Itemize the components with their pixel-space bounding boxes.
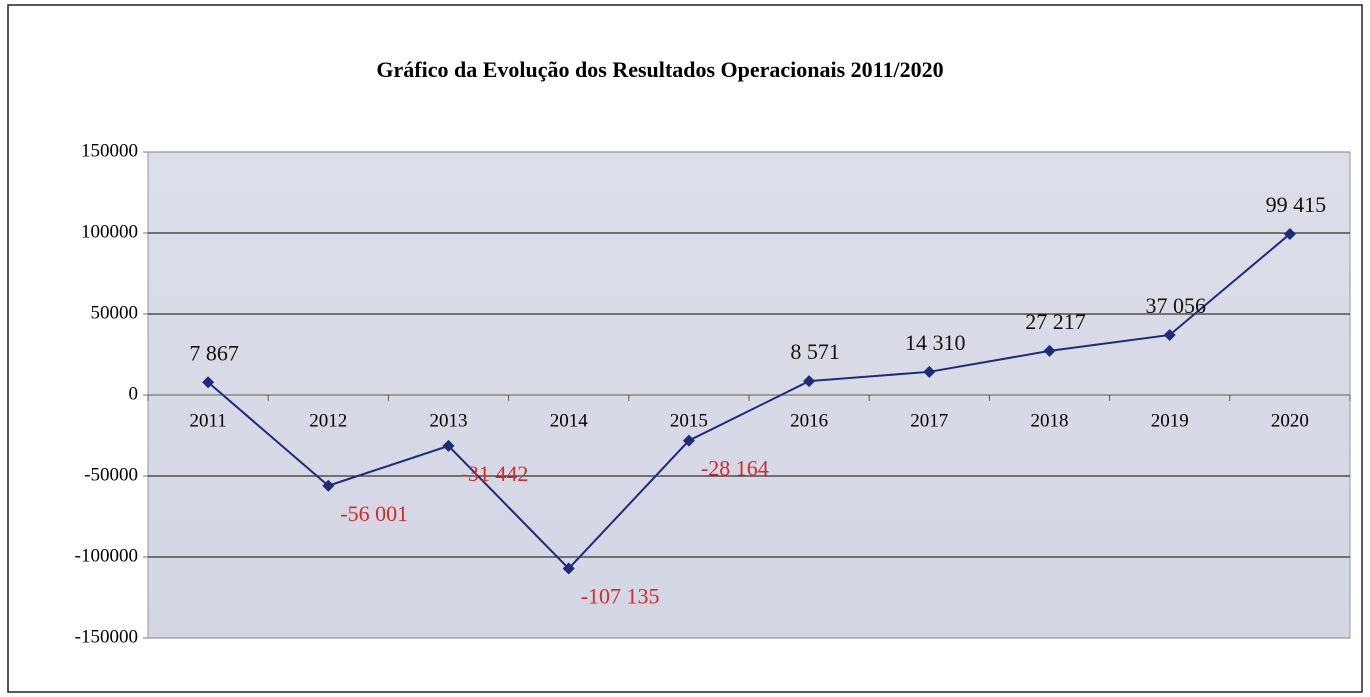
marker (1043, 344, 1056, 357)
y-tick-label: 150000 (81, 140, 138, 161)
marker (682, 434, 695, 447)
marker (562, 562, 575, 575)
value-label: 14 310 (905, 330, 966, 355)
y-tick-label: 100000 (81, 221, 138, 242)
value-label: -28 164 (701, 456, 769, 481)
value-label: -107 135 (581, 584, 660, 609)
marker (442, 439, 455, 452)
x-tick-label: 2015 (670, 410, 708, 431)
value-label: 37 056 (1145, 293, 1206, 318)
value-label: 7 867 (189, 340, 239, 365)
marker (1283, 227, 1296, 240)
x-tick-label: 2016 (790, 410, 828, 431)
x-tick-label: 2012 (309, 410, 347, 431)
x-tick-label: 2019 (1151, 410, 1189, 431)
x-tick-label: 2018 (1031, 410, 1069, 431)
marker (1163, 328, 1176, 341)
y-tick-label: -50000 (84, 464, 138, 485)
x-tick-label: 2017 (910, 410, 948, 431)
marker (322, 479, 335, 492)
value-label: -31 442 (461, 461, 529, 486)
y-tick-label: -150000 (75, 626, 138, 647)
value-label: 8 571 (790, 339, 840, 364)
x-tick-label: 2014 (550, 410, 589, 431)
y-tick-label: 50000 (91, 302, 139, 323)
y-tick-label: -100000 (75, 545, 138, 566)
x-tick-label: 2011 (189, 410, 226, 431)
line (207, 233, 1291, 571)
x-tick-label: 2013 (430, 410, 468, 431)
marker (923, 365, 936, 378)
marker (202, 376, 215, 389)
value-label: -56 001 (340, 501, 408, 526)
chart-title: Gráfico da Evolução dos Resultados Opera… (376, 57, 943, 82)
value-label: 27 217 (1025, 309, 1086, 334)
y-tick-label: 0 (129, 383, 139, 404)
marker (803, 375, 816, 388)
value-label: 99 415 (1266, 192, 1327, 217)
x-tick-label: 2020 (1271, 410, 1309, 431)
